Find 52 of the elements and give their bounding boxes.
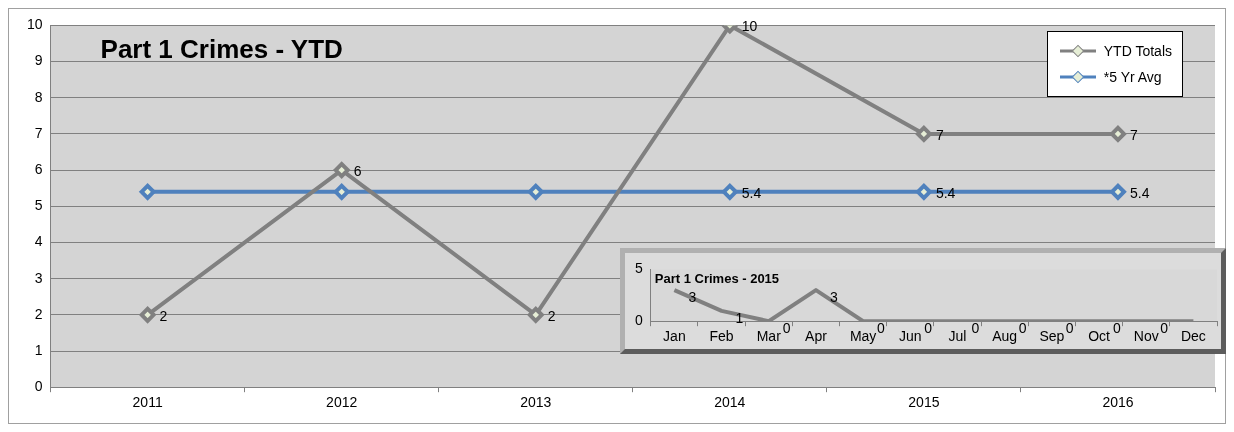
chart-title: Part 1 Crimes - 2015: [654, 271, 780, 287]
x-tick-label: Sep: [1039, 328, 1065, 345]
x-tick-label: 2012: [326, 394, 358, 411]
x-tick-label: 2016: [1102, 394, 1134, 411]
x-tick-label: Aug: [992, 328, 1018, 345]
x-tick-label: Mar: [756, 328, 782, 345]
data-label: 6: [353, 162, 362, 179]
x-tick-label: Nov: [1133, 328, 1159, 345]
data-label: 0: [1065, 320, 1074, 337]
x-tick-label: Jun: [899, 328, 922, 345]
legend-label: YTD Totals: [1103, 43, 1172, 59]
x-tick-label: Apr: [805, 328, 828, 345]
y-tick-label: 6: [34, 160, 43, 177]
legend-label: *5 Yr Avg: [1103, 69, 1162, 85]
x-tick-label: 2015: [908, 394, 940, 411]
y-tick-label: 2: [34, 305, 43, 322]
data-label: 2: [159, 307, 168, 324]
y-tick-label: 5: [634, 260, 643, 277]
data-label: 5.4: [935, 184, 956, 201]
x-tick-label: 2014: [714, 394, 746, 411]
y-tick-label: 0: [34, 378, 43, 395]
x-tick-label: 2011: [132, 394, 163, 411]
x-tick-label: May: [849, 328, 877, 345]
data-label: 7: [1129, 126, 1138, 143]
data-label: 0: [1018, 320, 1027, 337]
data-label: 5.4: [741, 184, 762, 201]
y-tick-label: 5: [34, 197, 43, 214]
data-label: 0: [1160, 320, 1169, 337]
y-tick-label: 3: [34, 269, 43, 286]
x-tick-label: Jul: [948, 328, 967, 345]
data-label: 10: [741, 18, 758, 35]
y-tick-label: 4: [34, 233, 43, 250]
x-tick-label: 2013: [520, 394, 552, 411]
y-tick-label: 10: [26, 16, 43, 33]
y-tick-label: 7: [34, 124, 43, 141]
data-label: 5.4: [1129, 184, 1150, 201]
data-label: 0: [971, 320, 980, 337]
data-label: 0: [924, 320, 933, 337]
data-label: 0: [877, 320, 886, 337]
x-tick-label: Feb: [709, 328, 734, 345]
y-tick-label: 9: [34, 52, 43, 69]
data-label: 3: [829, 288, 838, 305]
x-tick-label: Jan: [663, 328, 686, 345]
data-label: 2: [547, 307, 556, 324]
y-tick-label: 8: [34, 88, 43, 105]
data-label: 0: [1113, 320, 1122, 337]
chart-title: Part 1 Crimes - YTD: [100, 33, 343, 64]
data-label: 1: [735, 309, 744, 326]
data-label: 0: [782, 320, 791, 337]
y-tick-label: 1: [34, 341, 43, 358]
x-tick-label: Dec: [1180, 328, 1206, 345]
x-tick-label: Oct: [1088, 328, 1111, 345]
